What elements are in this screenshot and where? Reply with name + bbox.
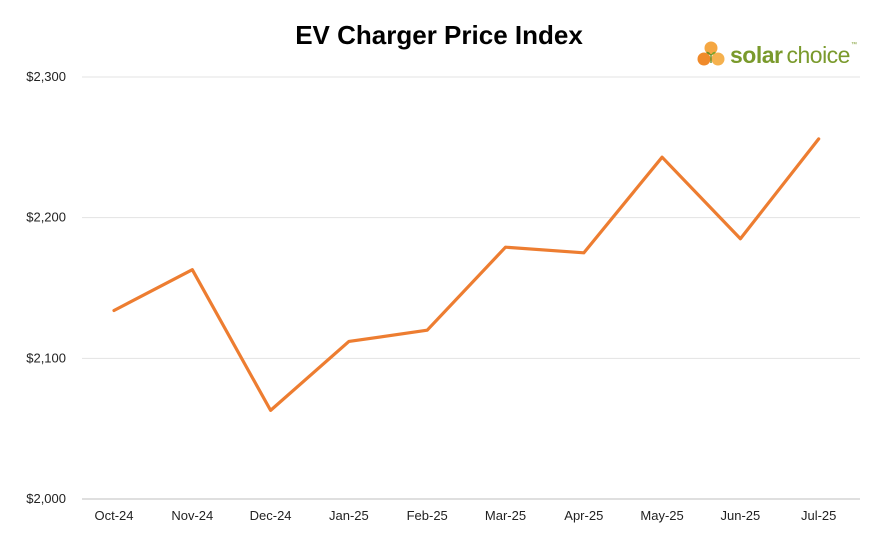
x-axis-ticks: Oct-24 Nov-24 Dec-24 Jan-25 Feb-25 Mar-25 Apr-… [94,508,836,523]
y-tick-label: $2,300 [26,69,66,84]
series-group [112,137,821,412]
chart-title: EV Charger Price Index [295,20,583,50]
logo-word-choice: choice [786,41,850,68]
series-line-0 [112,137,821,412]
x-tick-label: Nov-24 [171,508,213,523]
y-tick-label: $2,200 [26,210,66,225]
y-tick-label: $2,000 [26,491,66,506]
x-tick-label: May-25 [640,508,683,523]
x-tick-label: Dec-24 [250,508,292,523]
logo-word-solar: solar [730,41,783,68]
y-axis-ticks: $2,000 $2,100 $2,200 $2,300 [26,69,66,506]
solar-choice-logo: solar choice™ [696,40,857,70]
x-tick-label: Apr-25 [564,508,603,523]
x-tick-label: Jan-25 [329,508,369,523]
logo-trademark: ™ [850,41,857,48]
solar-choice-logo-icon [697,41,725,66]
x-tick-label: Feb-25 [407,508,448,523]
x-tick-label: Oct-24 [94,508,133,523]
y-tick-label: $2,100 [26,350,66,365]
grid-lines [82,76,860,500]
x-tick-label: Jun-25 [721,508,761,523]
x-tick-label: Mar-25 [485,508,526,523]
x-tick-label: Jul-25 [801,508,836,523]
